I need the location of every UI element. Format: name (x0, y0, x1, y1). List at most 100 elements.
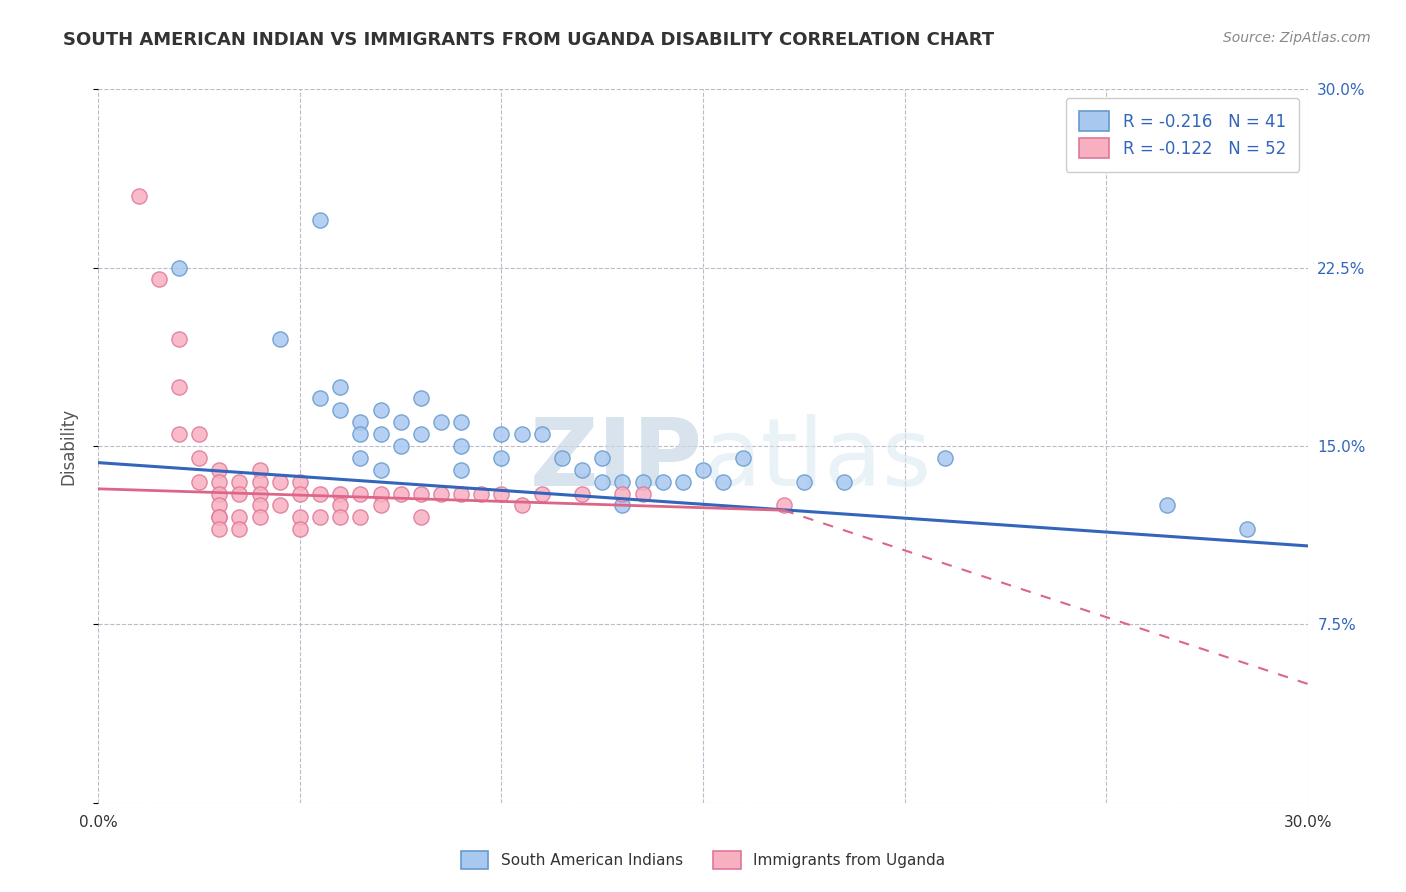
Point (832, 475, 855, 489)
Point (510, 427, 533, 442)
Point (389, 486, 412, 500)
Point (249, 463, 271, 477)
Point (409, 510, 432, 524)
Point (651, 475, 673, 489)
Point (188, 450, 211, 465)
Point (269, 332, 291, 346)
Point (329, 379, 352, 393)
Point (793, 475, 815, 489)
Point (450, 439, 472, 453)
Point (329, 486, 352, 500)
Point (551, 450, 574, 465)
Point (370, 427, 392, 442)
Point (349, 510, 371, 524)
Point (491, 450, 513, 465)
Point (772, 499, 794, 513)
Point (208, 510, 231, 524)
Point (349, 450, 371, 465)
Point (167, 260, 190, 275)
Point (370, 499, 392, 513)
Point (269, 475, 291, 489)
Point (208, 510, 231, 524)
Point (530, 486, 553, 500)
Legend: South American Indians, Immigrants from Uganda: South American Indians, Immigrants from … (454, 845, 952, 875)
Point (167, 332, 190, 346)
Point (631, 475, 654, 489)
Point (370, 463, 392, 477)
Point (309, 392, 332, 406)
Point (370, 403, 392, 417)
Point (409, 392, 432, 406)
Text: ZIP: ZIP (530, 414, 703, 507)
Point (370, 486, 392, 500)
Point (208, 499, 231, 513)
Point (733, 450, 755, 465)
Point (612, 475, 634, 489)
Legend: R = -0.216   N = 41, R = -0.122   N = 52: R = -0.216 N = 41, R = -0.122 N = 52 (1066, 97, 1299, 171)
Point (208, 486, 231, 500)
Point (329, 403, 352, 417)
Point (530, 427, 553, 442)
Point (309, 486, 332, 500)
Point (208, 475, 231, 489)
Text: atlas: atlas (703, 414, 931, 507)
Point (208, 463, 231, 477)
Point (249, 486, 271, 500)
Point (591, 450, 613, 465)
Point (389, 415, 412, 429)
Point (309, 510, 332, 524)
Point (309, 213, 332, 227)
Point (1236, 522, 1258, 536)
Point (128, 189, 150, 203)
Point (934, 450, 956, 465)
Point (450, 486, 472, 500)
Point (288, 486, 311, 500)
Point (409, 427, 432, 442)
Point (612, 486, 634, 500)
Point (692, 463, 714, 477)
Point (288, 522, 311, 536)
Point (228, 475, 250, 489)
Point (450, 463, 472, 477)
Point (188, 427, 211, 442)
Text: Source: ZipAtlas.com: Source: ZipAtlas.com (1223, 31, 1371, 45)
Text: SOUTH AMERICAN INDIAN VS IMMIGRANTS FROM UGANDA DISABILITY CORRELATION CHART: SOUTH AMERICAN INDIAN VS IMMIGRANTS FROM… (63, 31, 994, 49)
Point (167, 427, 190, 442)
Point (491, 486, 513, 500)
Point (510, 499, 533, 513)
Point (571, 463, 593, 477)
Point (228, 486, 250, 500)
Y-axis label: Disability: Disability (59, 408, 77, 484)
Point (329, 510, 352, 524)
Point (249, 499, 271, 513)
Point (249, 510, 271, 524)
Point (349, 486, 371, 500)
Point (591, 475, 613, 489)
Point (1156, 499, 1178, 513)
Point (571, 486, 593, 500)
Point (711, 475, 734, 489)
Point (288, 510, 311, 524)
Point (430, 415, 453, 429)
Point (269, 499, 291, 513)
Point (349, 427, 371, 442)
Point (228, 510, 250, 524)
Point (450, 415, 472, 429)
Point (470, 486, 492, 500)
Point (672, 475, 695, 489)
Point (329, 499, 352, 513)
Point (288, 475, 311, 489)
Point (188, 475, 211, 489)
Point (228, 522, 250, 536)
Point (349, 415, 371, 429)
Point (409, 486, 432, 500)
Point (167, 379, 190, 393)
Point (148, 272, 170, 286)
Point (612, 499, 634, 513)
Point (208, 522, 231, 536)
Point (491, 427, 513, 442)
Point (389, 439, 412, 453)
Point (249, 475, 271, 489)
Point (430, 486, 453, 500)
Point (631, 486, 654, 500)
